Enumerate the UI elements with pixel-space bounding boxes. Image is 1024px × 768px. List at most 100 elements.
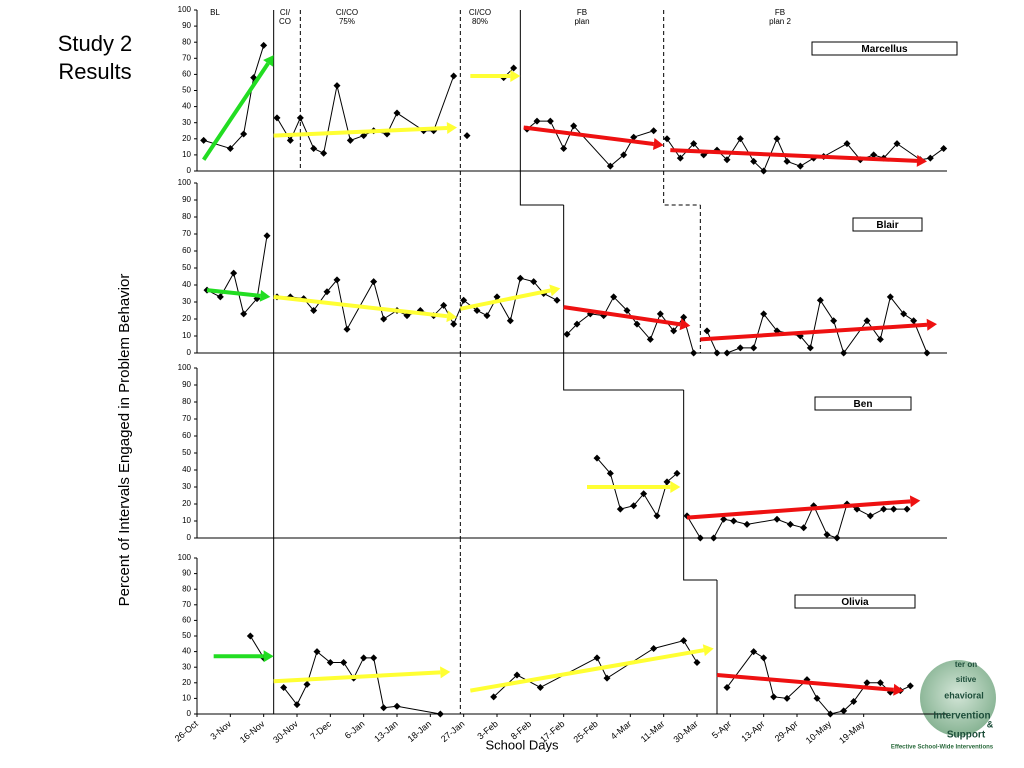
y-tick-label: 70 (182, 414, 191, 423)
data-point (450, 320, 458, 328)
data-point (240, 310, 248, 318)
trend-line (563, 305, 681, 327)
y-tick-label: 10 (182, 150, 191, 159)
data-point (830, 317, 838, 325)
data-point (546, 117, 554, 125)
data-point (230, 269, 238, 277)
data-point (293, 701, 301, 709)
data-point (200, 136, 208, 144)
data-line (206, 235, 268, 315)
phase-label: FB (775, 8, 785, 17)
x-tick-label: 6-Jan (343, 719, 367, 741)
trend-line (273, 294, 448, 319)
y-tick-label: 50 (182, 86, 191, 95)
data-point (840, 707, 848, 715)
data-point (633, 320, 641, 328)
y-tick-label: 0 (187, 709, 192, 718)
data-point (623, 307, 631, 314)
data-point (940, 144, 948, 152)
y-tick-label: 40 (182, 465, 191, 474)
y-tick-label: 10 (182, 694, 191, 703)
data-point (680, 637, 688, 645)
data-point (723, 683, 731, 691)
data-point (640, 490, 648, 498)
data-point (743, 520, 751, 528)
phase-connector (683, 538, 717, 581)
y-tick-label: 60 (182, 431, 191, 440)
y-tick-label: 0 (187, 533, 192, 542)
y-tick-label: 20 (182, 499, 191, 508)
data-point (696, 534, 704, 542)
data-point (903, 505, 911, 513)
x-tick-label: 27-Jan (439, 719, 467, 744)
data-point (360, 132, 368, 140)
data-point (736, 344, 744, 352)
logo-text: sitive (956, 675, 977, 684)
data-point (216, 293, 224, 301)
phase-connector (663, 171, 701, 206)
y-tick-label: 100 (178, 178, 192, 187)
data-point (816, 296, 824, 304)
data-point (516, 274, 524, 282)
data-point (560, 144, 568, 152)
data-point (750, 157, 758, 165)
trend-line (459, 288, 551, 311)
data-point (736, 135, 744, 143)
data-point (650, 127, 658, 135)
logo-text: Intervention (933, 711, 990, 722)
y-tick-label: 40 (182, 280, 191, 289)
phase-connector (563, 353, 684, 391)
phase-label: FB (577, 8, 587, 17)
y-tick-label: 60 (182, 246, 191, 255)
data-point (630, 133, 638, 141)
y-tick-label: 70 (182, 53, 191, 62)
trend-arrowhead (679, 318, 691, 331)
trend-arrowhead (670, 481, 681, 493)
logo-tagline: Effective School-Wide Interventions (891, 745, 994, 751)
x-tick-label: 4-Mar (609, 719, 633, 742)
data-line (276, 75, 455, 155)
data-point (840, 349, 848, 357)
data-point (630, 502, 638, 510)
data-line (526, 120, 654, 167)
data-point (610, 293, 618, 301)
data-point (323, 288, 331, 296)
phase-label: 80% (472, 17, 488, 26)
y-tick-label: 50 (182, 263, 191, 272)
data-point (806, 344, 814, 352)
x-tick-label: 16-Nov (238, 718, 267, 745)
data-point (473, 307, 481, 314)
data-point (326, 659, 334, 667)
trend-line (716, 673, 894, 692)
data-point (760, 310, 768, 318)
data-point (563, 330, 571, 338)
data-point (673, 469, 681, 477)
data-point (393, 702, 401, 710)
data-point (536, 683, 544, 691)
data-point (676, 154, 684, 162)
y-tick-label: 70 (182, 229, 191, 238)
data-point (786, 520, 794, 528)
y-tick-label: 80 (182, 212, 191, 221)
phase-label: 75% (339, 17, 355, 26)
data-point (570, 122, 578, 130)
data-line (249, 635, 265, 659)
data-point (370, 278, 378, 286)
y-tick-label: 20 (182, 314, 191, 323)
data-point (273, 114, 281, 122)
y-tick-label: 30 (182, 662, 191, 671)
data-point (710, 534, 718, 542)
data-point (863, 679, 871, 687)
data-point (876, 335, 884, 343)
logo-text: ehavioral (944, 690, 984, 700)
trend-arrowhead (549, 284, 561, 297)
data-point (246, 632, 254, 640)
data-point (450, 72, 458, 80)
slide-title: Study 2 Results (57, 31, 133, 84)
data-point (720, 515, 728, 523)
x-tick-label: 13-Apr (739, 719, 766, 744)
data-point (750, 648, 758, 656)
trend-line (686, 499, 911, 520)
data-point (340, 659, 348, 667)
